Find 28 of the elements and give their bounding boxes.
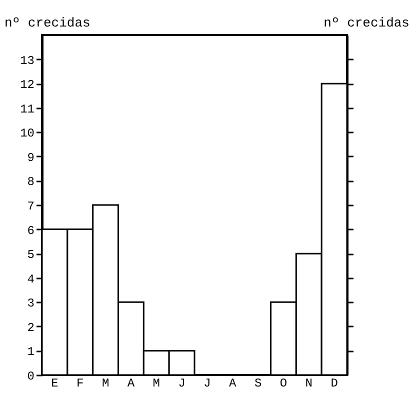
y-tick-label: 10 — [20, 126, 34, 141]
y-tick-label: 2 — [27, 320, 34, 335]
x-tick-label: F — [76, 376, 84, 390]
x-tick-label: E — [51, 376, 58, 390]
x-tick-label: M — [152, 376, 160, 390]
y-axis-title: nº crecidas — [4, 16, 90, 30]
y-tick-label: 1 — [27, 345, 34, 360]
x-tick-label: D — [330, 376, 338, 390]
y-tick-label: 11 — [20, 102, 34, 116]
x-tick-label: S — [254, 376, 262, 390]
x-tick-label: O — [280, 376, 288, 390]
y-tick-label: 8 — [27, 175, 34, 190]
y-tick-label: 4 — [27, 272, 34, 286]
y2-axis-title: nº crecidas — [324, 16, 409, 30]
x-tick-label: J — [178, 376, 186, 390]
y-tick-label: 6 — [27, 224, 34, 238]
x-tick-label: M — [102, 376, 110, 390]
x-tick-label: J — [204, 376, 211, 390]
x-tick-label: A — [229, 376, 238, 390]
y-tick-label: 13 — [20, 54, 34, 68]
x-tick-label: N — [305, 376, 312, 390]
y-tick-label: 7 — [27, 200, 34, 214]
y-tick-label: 5 — [27, 248, 34, 262]
y-tick-label: 9 — [27, 150, 34, 165]
x-tick-label: A — [127, 376, 136, 390]
y-tick-label: 12 — [20, 78, 34, 92]
y-tick-label: 3 — [27, 296, 34, 311]
y-tick-label: 0 — [27, 370, 34, 384]
